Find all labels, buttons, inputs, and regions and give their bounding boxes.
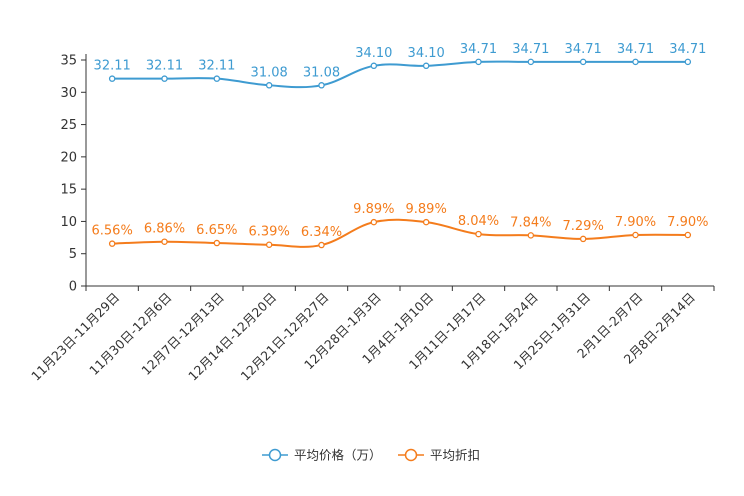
legend-label: 平均折扣 <box>430 448 480 463</box>
y-tick-label: 35 <box>60 54 77 69</box>
y-tick-label: 30 <box>60 86 77 101</box>
x-tick-label: 11月23日-11月29日 <box>28 290 122 384</box>
y-axis-ticks: 0 5 10 15 20 25 30 35 <box>60 54 86 295</box>
data-label: 34.71 <box>460 42 497 57</box>
data-point[interactable] <box>370 62 378 70</box>
series-line <box>112 218 688 248</box>
data-label: 7.90% <box>615 215 656 230</box>
data-point[interactable] <box>475 58 482 66</box>
data-point[interactable] <box>370 218 378 226</box>
x-tick-label: 12月14日-12月20日 <box>185 290 279 384</box>
y-tick-label: 15 <box>60 183 77 198</box>
data-label: 6.86% <box>144 222 185 237</box>
series-0: 32.11 32.11 32.11 31.08 31.08 34.10 34.10 34.71… <box>94 42 706 89</box>
data-label: 34.71 <box>512 42 549 57</box>
data-label: 6.65% <box>196 223 237 238</box>
data-label: 6.56% <box>92 224 133 239</box>
data-label: 7.84% <box>510 215 551 230</box>
data-point[interactable] <box>684 58 692 66</box>
data-point[interactable] <box>632 231 639 239</box>
data-label: 8.04% <box>458 214 499 229</box>
data-point[interactable] <box>108 240 116 247</box>
data-label: 31.08 <box>303 65 340 80</box>
data-label: 34.71 <box>669 42 706 57</box>
y-tick-label: 0 <box>69 280 77 295</box>
data-point[interactable] <box>161 238 168 245</box>
data-point[interactable] <box>632 58 639 66</box>
legend-item-0[interactable]: 平均价格（万） <box>262 448 382 463</box>
data-label: 31.08 <box>251 65 288 80</box>
series-1: 6.56% 6.86% 6.65% 6.39% 6.34% 9.89% 9.89% 8.04%… <box>92 202 708 249</box>
chart-series: 32.11 32.11 32.11 31.08 31.08 34.10 34.10 34.71… <box>92 42 708 249</box>
data-label: 34.10 <box>408 46 445 61</box>
legend-circle-icon <box>268 448 282 462</box>
data-point[interactable] <box>475 230 482 238</box>
data-label: 9.89% <box>406 202 447 217</box>
x-tick-label: 12月21日-12月27日 <box>237 290 331 384</box>
data-point[interactable] <box>161 75 168 82</box>
legend-item-1[interactable]: 平均折扣 <box>398 448 480 463</box>
chart-axes <box>85 54 714 287</box>
data-label: 9.89% <box>353 202 394 217</box>
legend-label: 平均价格（万） <box>294 448 382 463</box>
data-point[interactable] <box>422 62 430 70</box>
data-point[interactable] <box>527 232 535 239</box>
data-point[interactable] <box>579 58 587 66</box>
data-label: 32.11 <box>198 59 235 74</box>
data-label: 32.11 <box>94 59 131 74</box>
x-axis-ticks: 11月23日-11月29日11月30日-12月6日12月7日-12月13日12月… <box>28 286 715 384</box>
y-tick-label: 10 <box>60 215 77 230</box>
data-label: 34.71 <box>617 42 654 57</box>
y-tick-label: 20 <box>60 150 77 165</box>
data-point[interactable] <box>579 235 587 243</box>
data-label: 7.90% <box>667 215 708 230</box>
legend-circle-icon <box>404 448 418 462</box>
data-point[interactable] <box>213 239 221 247</box>
data-point[interactable] <box>527 58 535 66</box>
data-label: 34.71 <box>565 42 602 57</box>
data-label: 34.10 <box>355 46 392 61</box>
y-tick-label: 5 <box>69 247 77 262</box>
data-point[interactable] <box>213 75 221 82</box>
y-tick-label: 25 <box>60 118 77 133</box>
data-label: 6.39% <box>249 225 290 240</box>
data-point[interactable] <box>422 218 430 226</box>
data-label: 32.11 <box>146 59 183 74</box>
chart-legend[interactable]: 平均价格（万） 平均折扣 <box>262 448 480 463</box>
series-line <box>112 60 688 89</box>
data-label: 7.29% <box>563 219 604 234</box>
data-label: 6.34% <box>301 225 342 240</box>
data-point[interactable] <box>108 75 116 82</box>
data-point[interactable] <box>684 231 692 239</box>
data-point[interactable] <box>318 82 325 89</box>
data-point[interactable] <box>265 241 273 248</box>
data-point[interactable] <box>318 241 325 249</box>
data-point[interactable] <box>265 82 273 89</box>
